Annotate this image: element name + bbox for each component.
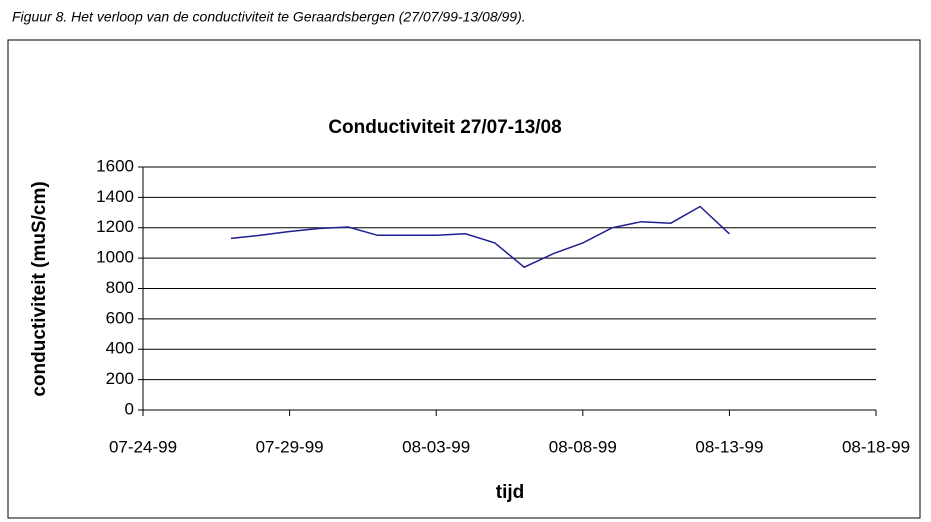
- x-axis-label: tijd: [496, 482, 525, 503]
- x-tick-label: 07-24-99: [109, 437, 177, 456]
- y-tick-label: 0: [125, 399, 134, 418]
- y-axis-label: conductiviteit (muS/cm): [29, 181, 50, 396]
- x-tick-label: 08-13-99: [695, 437, 763, 456]
- x-tick-label: 07-29-99: [256, 437, 324, 456]
- x-tick-label: 08-08-99: [549, 437, 617, 456]
- y-tick-label: 800: [106, 278, 134, 297]
- y-tick-label: 400: [106, 339, 134, 358]
- y-tick-label: 1600: [96, 156, 134, 175]
- y-tick-label: 1400: [96, 187, 134, 206]
- y-tick-label: 1200: [96, 217, 134, 236]
- chart-frame: [7, 39, 921, 519]
- caption: Figuur 8. Het verloop van de conductivit…: [12, 9, 526, 25]
- y-tick-label: 1000: [96, 248, 134, 267]
- y-tick-label: 200: [106, 369, 134, 388]
- data-line: [230, 205, 730, 269]
- x-tick-label: 08-03-99: [402, 437, 470, 456]
- chart-title: Conductiviteit 27/07-13/08: [328, 117, 561, 138]
- x-tick-label: 08-18-99: [842, 437, 910, 456]
- y-tick-label: 600: [106, 308, 134, 327]
